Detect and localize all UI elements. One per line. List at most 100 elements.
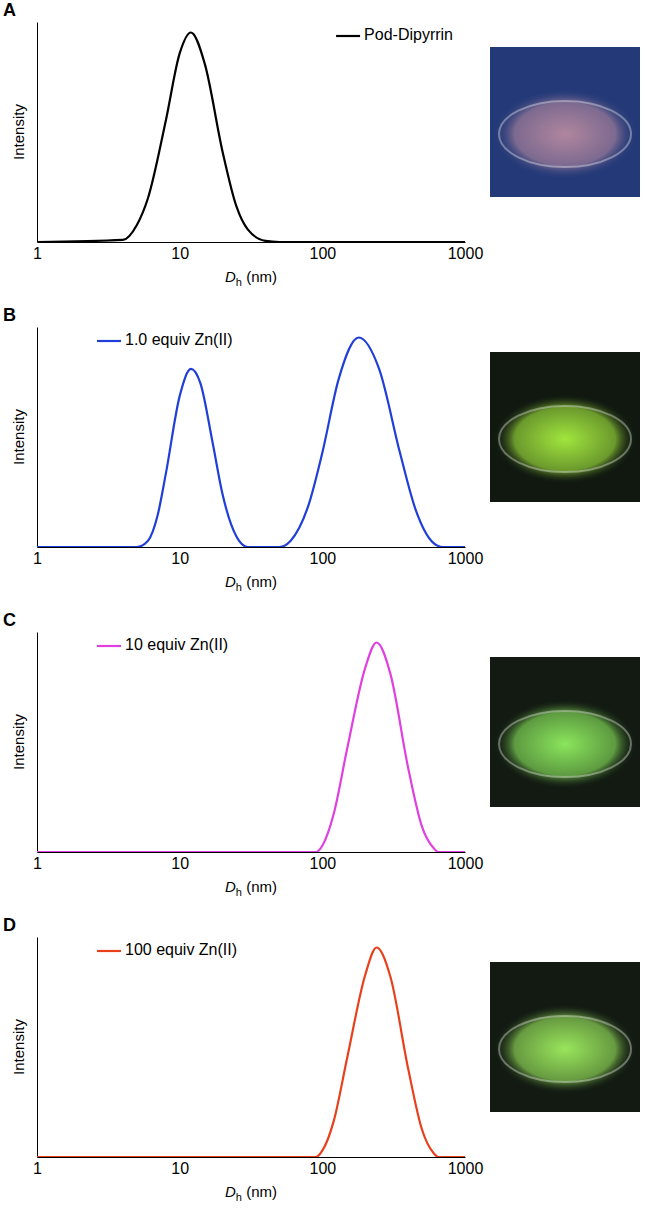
x-tick: 1000 [448, 852, 484, 872]
legend-swatch [97, 950, 121, 952]
photo-background [490, 352, 640, 502]
x-axis-title: Dh (nm) [225, 268, 277, 288]
x-axis-line [38, 547, 466, 548]
series-line [37, 32, 465, 242]
x-axis: 1 10 100 1000 [33, 1157, 483, 1177]
photo-rim [499, 1016, 631, 1082]
x-tick: 1 [33, 852, 42, 872]
photo-glow [493, 394, 637, 484]
y-axis [37, 23, 38, 243]
x-tick-label: 1 [33, 1160, 42, 1177]
x-tick: 1000 [448, 242, 484, 262]
y-axis [37, 633, 38, 853]
panel-label: D [3, 915, 16, 935]
photo [490, 962, 640, 1112]
legend-label: Pod-Dipyrrin [364, 26, 453, 43]
y-axis-title: Intensity [10, 714, 27, 770]
photo-glow [493, 699, 637, 789]
legend: 1.0 equiv Zn(II) [97, 331, 233, 348]
x-tick-label: 10 [171, 855, 189, 872]
photo-rim [499, 711, 631, 777]
y-axis [37, 938, 38, 1158]
photo-rim [499, 101, 631, 167]
photo-glow [493, 1004, 637, 1094]
legend-label: 100 equiv Zn(II) [125, 941, 237, 958]
x-tick-label: 100 [309, 550, 336, 567]
panel: 1 10 100 1000 Dh (nm) Intensity A Pod-Dipyrrin [3, 0, 640, 288]
legend-entry: 100 equiv Zn(II) [97, 941, 237, 958]
y-axis-line [37, 23, 38, 243]
x-tick: 10 [171, 852, 189, 872]
legend-entry: 1.0 equiv Zn(II) [97, 331, 233, 348]
photo [490, 657, 640, 807]
x-tick-label: 1 [33, 855, 42, 872]
legend-swatch [336, 35, 360, 37]
x-tick: 1 [33, 547, 42, 567]
x-axis-line [38, 1157, 466, 1158]
x-tick: 10 [171, 242, 189, 262]
photo-background [490, 657, 640, 807]
x-tick-label: 1 [33, 245, 42, 262]
y-axis-title: Intensity [10, 409, 27, 465]
x-tick-label: 10 [171, 550, 189, 567]
plot-area [37, 642, 465, 852]
photo-glow [493, 89, 637, 179]
x-axis-line [38, 242, 466, 243]
x-tick: 100 [309, 852, 336, 872]
x-tick: 100 [309, 547, 336, 567]
x-tick-label: 100 [309, 1160, 336, 1177]
series-line [37, 642, 465, 852]
plot-area [37, 337, 465, 547]
y-axis-line [37, 938, 38, 1158]
photo-background [490, 962, 640, 1112]
panel: 1 10 100 1000 Dh (nm) Intensity D 100 equiv Zn(… [3, 915, 640, 1203]
x-axis: 1 10 100 1000 [33, 242, 483, 262]
x-tick-label: 100 [309, 855, 336, 872]
y-axis [37, 328, 38, 548]
x-tick-label: 10 [171, 245, 189, 262]
photo [490, 352, 640, 502]
x-axis: 1 10 100 1000 [33, 547, 483, 567]
photo-background [490, 47, 640, 197]
panel-label: C [3, 610, 16, 630]
x-axis-title: Dh (nm) [225, 1183, 277, 1203]
x-axis: 1 10 100 1000 [33, 852, 483, 872]
x-axis-line [38, 852, 466, 853]
legend-swatch [97, 340, 121, 342]
x-tick: 10 [171, 1157, 189, 1177]
plot-area [37, 947, 465, 1157]
panel: 1 10 100 1000 Dh (nm) Intensity B 1.0 equiv Zn(… [3, 305, 640, 593]
x-tick-label: 1000 [448, 245, 484, 262]
x-tick: 1 [33, 242, 42, 262]
legend: 10 equiv Zn(II) [97, 636, 228, 653]
x-tick: 1000 [448, 1157, 484, 1177]
panel-label: B [3, 305, 16, 325]
legend-label: 10 equiv Zn(II) [125, 636, 228, 653]
y-axis-line [37, 633, 38, 853]
legend-swatch [97, 645, 121, 647]
panel: 1 10 100 1000 Dh (nm) Intensity C 10 equiv Zn(I… [3, 610, 640, 898]
y-axis-title: Intensity [10, 1019, 27, 1075]
y-axis-title: Intensity [10, 104, 27, 160]
plot-area [37, 32, 465, 242]
x-tick-label: 1000 [448, 1160, 484, 1177]
panel-label: A [3, 0, 16, 20]
x-axis-title: Dh (nm) [225, 573, 277, 593]
x-axis-title: Dh (nm) [225, 878, 277, 898]
legend-label: 1.0 equiv Zn(II) [125, 331, 233, 348]
series-line [37, 947, 465, 1157]
x-tick: 100 [309, 242, 336, 262]
x-tick-label: 10 [171, 1160, 189, 1177]
x-tick-label: 100 [309, 245, 336, 262]
figure: 1101001000Dh (nm)IntensityAPod-Dipyrrin1… [0, 0, 652, 1232]
legend-entry: Pod-Dipyrrin [336, 26, 453, 43]
legend: 100 equiv Zn(II) [97, 941, 237, 958]
x-tick-label: 1 [33, 550, 42, 567]
x-tick-label: 1000 [448, 550, 484, 567]
legend-entry: 10 equiv Zn(II) [97, 636, 228, 653]
x-tick: 1 [33, 1157, 42, 1177]
x-tick-label: 1000 [448, 855, 484, 872]
x-tick: 100 [309, 1157, 336, 1177]
photo [490, 47, 640, 197]
x-tick: 1000 [448, 547, 484, 567]
